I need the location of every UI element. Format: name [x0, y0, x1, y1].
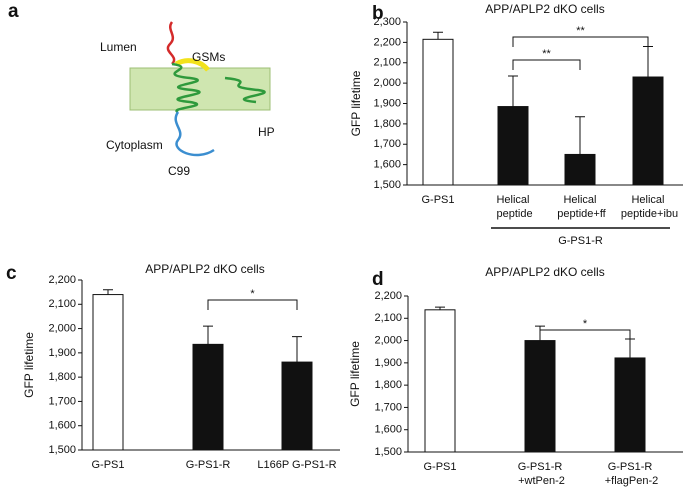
significance-label: *	[583, 318, 588, 330]
y-tick-label: 2,100	[374, 312, 402, 324]
label-cytoplasm: Cytoplasm	[106, 138, 163, 152]
bar	[92, 294, 124, 451]
error-bar	[203, 325, 213, 345]
bar	[524, 340, 556, 453]
hp-helix	[224, 76, 266, 104]
significance-bracket	[207, 299, 298, 310]
chart-title: APP/APLP2 dKO cells	[485, 265, 604, 279]
y-tick-label: 1,600	[48, 420, 76, 432]
y-tick-label: 1,900	[373, 97, 401, 109]
error-bar	[103, 289, 113, 295]
panel-letter: d	[372, 269, 384, 290]
y-tick-label: 1,700	[374, 401, 402, 413]
y-tick-label: 2,200	[374, 290, 402, 302]
y-tick-label: 1,700	[373, 138, 401, 150]
bar	[281, 361, 313, 451]
y-tick-label: 2,100	[373, 57, 401, 69]
x-tick-label: G-PS1-R	[186, 459, 231, 471]
bar	[424, 309, 456, 453]
helix	[171, 62, 201, 114]
y-axis-label: GFP lifetime	[349, 70, 363, 136]
error-bar	[643, 45, 653, 78]
error-bar	[508, 75, 518, 107]
chart-title: APP/APLP2 dKO cells	[145, 262, 264, 276]
significance-bracket	[539, 329, 631, 340]
label-gsms: GSMs	[192, 50, 225, 64]
x-tick-label: G-PS1-R +wtPen-2	[515, 461, 565, 487]
y-tick-label: 2,000	[373, 77, 401, 89]
bar	[497, 106, 529, 186]
x-tick-label: G-PS1	[91, 459, 124, 471]
y-tick-label: 1,900	[374, 357, 402, 369]
y-tick-label: 2,200	[373, 36, 401, 48]
group-label: G-PS1-R	[558, 235, 603, 247]
bar	[614, 357, 646, 453]
panel-letter: a	[8, 1, 19, 22]
panel-letter: c	[6, 263, 17, 284]
error-bar	[435, 306, 445, 310]
lumen-segment	[166, 21, 176, 65]
error-bar	[625, 338, 635, 358]
x-tick-label: G-PS1	[421, 194, 454, 206]
y-tick-label: 1,800	[374, 379, 402, 391]
bar	[632, 76, 664, 186]
gsm-segment	[174, 58, 210, 72]
y-tick-label: 1,500	[48, 444, 76, 456]
x-tick-label: G-PS1-R +flagPen-2	[602, 461, 659, 487]
y-tick-label: 1,500	[373, 179, 401, 191]
bar	[192, 343, 224, 451]
y-tick-label: 1,900	[48, 347, 76, 359]
bar	[564, 153, 596, 186]
x-tick-label: Helical peptide	[493, 194, 532, 220]
x-tick-label: G-PS1	[423, 461, 456, 473]
y-tick-label: 1,700	[48, 395, 76, 407]
y-axis-label: GFP lifetime	[348, 341, 362, 407]
panel: b APP/APLP2 dKO cells GFP lifetime 1,500 1,6…	[349, 2, 683, 247]
significance-bracket	[512, 59, 581, 70]
y-axis-label: GFP lifetime	[22, 332, 36, 398]
y-tick-label: 1,600	[373, 159, 401, 171]
diagram: a Lumen GSMs HP Cytoplasm C99	[8, 1, 275, 178]
panel: c APP/APLP2 dKO cells GFP lifetime 1,500 1,6…	[6, 262, 340, 471]
bar	[422, 38, 454, 186]
significance-label: **	[576, 25, 585, 37]
y-tick-label: 1,500	[374, 446, 402, 458]
error-bar	[292, 336, 302, 363]
chart-title: APP/APLP2 dKO cells	[485, 2, 604, 16]
significance-bracket	[512, 36, 649, 47]
y-tick-label: 2,000	[374, 334, 402, 346]
y-tick-label: 2,300	[373, 16, 401, 28]
panel-letter: b	[372, 3, 384, 24]
significance-label: **	[542, 48, 551, 60]
y-tick-label: 1,800	[373, 118, 401, 130]
error-bar	[433, 31, 443, 40]
x-tick-label: L166P G-PS1-R	[257, 459, 336, 471]
label-c99: C99	[168, 164, 190, 178]
x-tick-label: Helical peptide+ff	[554, 194, 606, 220]
y-tick-label: 2,100	[48, 298, 76, 310]
y-tick-label: 2,200	[48, 274, 76, 286]
error-bar	[575, 116, 585, 155]
panel: d APP/APLP2 dKO cells GFP lifetime 1,500 1,6…	[348, 265, 683, 487]
significance-label: *	[250, 288, 255, 300]
label-hp: HP	[258, 125, 275, 139]
x-tick-label: Helical peptide+ibu	[618, 194, 678, 220]
y-tick-label: 1,800	[48, 371, 76, 383]
y-tick-label: 1,600	[374, 424, 402, 436]
y-tick-label: 2,000	[48, 322, 76, 334]
label-lumen: Lumen	[100, 40, 137, 54]
cytoplasm-segment	[174, 111, 215, 157]
